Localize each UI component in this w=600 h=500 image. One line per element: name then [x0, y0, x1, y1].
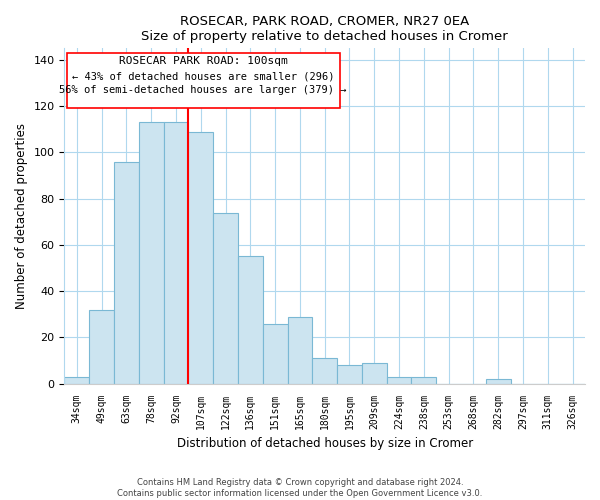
Bar	[386, 377, 412, 384]
Text: ← 43% of detached houses are smaller (296): ← 43% of detached houses are smaller (29…	[72, 71, 334, 81]
Bar	[238, 256, 263, 384]
Bar	[64, 377, 89, 384]
Text: Contains HM Land Registry data © Crown copyright and database right 2024.
Contai: Contains HM Land Registry data © Crown c…	[118, 478, 482, 498]
Bar	[188, 132, 213, 384]
Bar	[89, 310, 114, 384]
Bar	[337, 365, 362, 384]
Title: ROSECAR, PARK ROAD, CROMER, NR27 0EA
Size of property relative to detached house: ROSECAR, PARK ROAD, CROMER, NR27 0EA Siz…	[142, 15, 508, 43]
Bar	[362, 363, 386, 384]
Bar	[263, 324, 287, 384]
Text: 56% of semi-detached houses are larger (379) →: 56% of semi-detached houses are larger (…	[59, 85, 347, 95]
FancyBboxPatch shape	[67, 53, 340, 108]
Bar	[287, 316, 313, 384]
Bar	[139, 122, 164, 384]
Bar	[213, 212, 238, 384]
Bar	[114, 162, 139, 384]
Bar	[164, 122, 188, 384]
Bar	[313, 358, 337, 384]
Text: ROSECAR PARK ROAD: 100sqm: ROSECAR PARK ROAD: 100sqm	[119, 56, 287, 66]
X-axis label: Distribution of detached houses by size in Cromer: Distribution of detached houses by size …	[176, 437, 473, 450]
Bar	[486, 379, 511, 384]
Y-axis label: Number of detached properties: Number of detached properties	[15, 123, 28, 309]
Bar	[412, 377, 436, 384]
